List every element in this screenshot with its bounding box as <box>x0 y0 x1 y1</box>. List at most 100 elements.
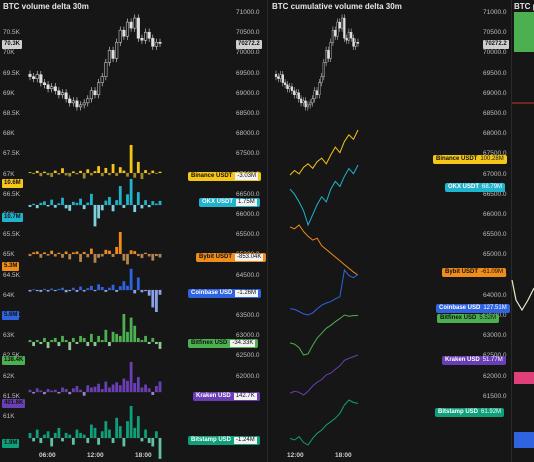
pane-value-badge: 10.7M <box>2 213 23 222</box>
delta-bar <box>147 342 151 345</box>
delta-bar <box>89 285 93 290</box>
time-tick: 06:00 <box>39 452 56 459</box>
candle-body <box>350 31 353 39</box>
right-axis-tick: 66000.0 <box>236 211 260 218</box>
delta-bar <box>57 252 61 254</box>
delta-bar <box>79 432 82 438</box>
exchange-tag: Bybit USDT -853.04K <box>196 253 267 263</box>
right-axis-tick: 65500.0 <box>236 231 260 239</box>
delta-bar <box>35 429 39 438</box>
exchange-tag-value: 61.92M <box>481 409 502 415</box>
delta-bar <box>86 254 90 258</box>
exchange-tag-value: 68.79M <box>482 184 503 190</box>
right-axis-tick: 65000.0 <box>483 251 507 259</box>
delta-bar <box>133 205 137 213</box>
candle-body <box>277 76 280 79</box>
delta-bar <box>75 386 79 392</box>
exchange-tag-value: -61.09M <box>481 269 504 275</box>
delta-bar <box>115 246 119 254</box>
exchange-tag-name: Coinbase USD <box>191 290 233 296</box>
exchange-tag-name: Bitstamp USD <box>438 409 479 415</box>
left-axis-tick: 61.5K <box>3 392 20 400</box>
delta-bar <box>89 333 93 342</box>
delta-bar <box>50 288 54 290</box>
delta-bar <box>122 314 126 342</box>
delta-bar <box>100 389 104 392</box>
delta-bar <box>75 342 79 345</box>
time-tick: 12:00 <box>287 452 304 459</box>
right-axis-tick: 70000.0 <box>483 49 507 57</box>
delta-bar <box>86 438 90 444</box>
delta-bar <box>35 339 39 342</box>
right-axis-tick: 68000.0 <box>236 130 260 138</box>
right-axis-tick: 69500.0 <box>483 69 507 77</box>
delta-bar <box>43 434 46 438</box>
candle-body <box>60 92 65 96</box>
delta-bar <box>108 173 111 176</box>
right-axis-tick: 68500.0 <box>236 110 260 117</box>
delta-bar <box>82 173 86 179</box>
delta-bar <box>140 290 144 293</box>
pane-value-badge: 1.9M <box>2 439 20 448</box>
delta-bar <box>158 171 162 173</box>
delta-bar <box>39 173 43 177</box>
delta-bar <box>122 438 126 447</box>
delta-bar <box>136 161 140 173</box>
delta-bar <box>71 252 75 254</box>
right-axis-tick: 66000.0 <box>483 211 507 218</box>
delta-bar <box>53 432 57 438</box>
panel2-title: BTC cumulative volume delta 30m <box>272 2 402 11</box>
delta-bar <box>111 384 115 392</box>
delta-bar <box>126 380 129 392</box>
delta-bar <box>39 290 43 292</box>
exchange-tag: Bybit USDT -61.09M <box>442 268 507 278</box>
left-axis-tick: 65.5K <box>3 231 20 239</box>
delta-bar <box>104 249 108 254</box>
delta-bar <box>35 388 39 392</box>
right-axis-tick: 71000.0 <box>236 9 260 16</box>
delta-bar <box>104 167 108 173</box>
candle-body <box>299 98 303 104</box>
delta-bar <box>140 438 144 442</box>
candle-body <box>50 86 54 89</box>
candle-body <box>104 62 108 77</box>
candle-body <box>295 92 298 95</box>
delta-bar <box>97 254 101 258</box>
delta-bar <box>147 173 151 175</box>
panel1-title: BTC volume delta 30m <box>3 2 89 11</box>
right-axis-tick: 69000.0 <box>236 89 260 97</box>
delta-bar <box>97 335 101 342</box>
delta-bar <box>118 232 122 254</box>
exchange-tag-name: Bybit USDT <box>445 269 478 275</box>
delta-bar <box>133 383 137 392</box>
candle-body <box>304 100 307 108</box>
delta-bar <box>28 172 32 173</box>
candle-body <box>297 92 300 100</box>
time-tick: 12:00 <box>87 452 104 459</box>
candle-body <box>347 31 350 41</box>
delta-bar <box>151 170 155 173</box>
left-axis-tick: 63K <box>3 332 15 340</box>
candle-body <box>97 82 101 96</box>
exchange-tag-value: 100.28M <box>480 156 504 162</box>
exchange-tag-name: Binance USDT <box>436 156 478 162</box>
delta-bar <box>140 173 144 180</box>
delta-bar <box>79 170 82 173</box>
exchange-tag-name: Bitfinex USD <box>440 315 477 321</box>
delta-bar <box>154 173 158 174</box>
panel1-price-tag: 70272.2 <box>236 40 262 49</box>
exchange-tag-value: 5.52M <box>479 315 497 321</box>
delta-bar <box>100 286 104 290</box>
delta-bar <box>111 284 115 290</box>
right-axis-tick: 69000.0 <box>483 89 507 97</box>
delta-bar <box>108 287 111 290</box>
panel3-volume-bars <box>514 432 534 448</box>
exchange-tag-value: -853.04K <box>235 254 264 262</box>
candle-body <box>325 50 328 63</box>
candle-body <box>71 100 75 104</box>
candle-body <box>122 29 126 37</box>
delta-bar <box>71 388 75 392</box>
candle-body <box>39 74 43 83</box>
delta-bar <box>97 383 101 392</box>
delta-bar <box>122 170 126 173</box>
